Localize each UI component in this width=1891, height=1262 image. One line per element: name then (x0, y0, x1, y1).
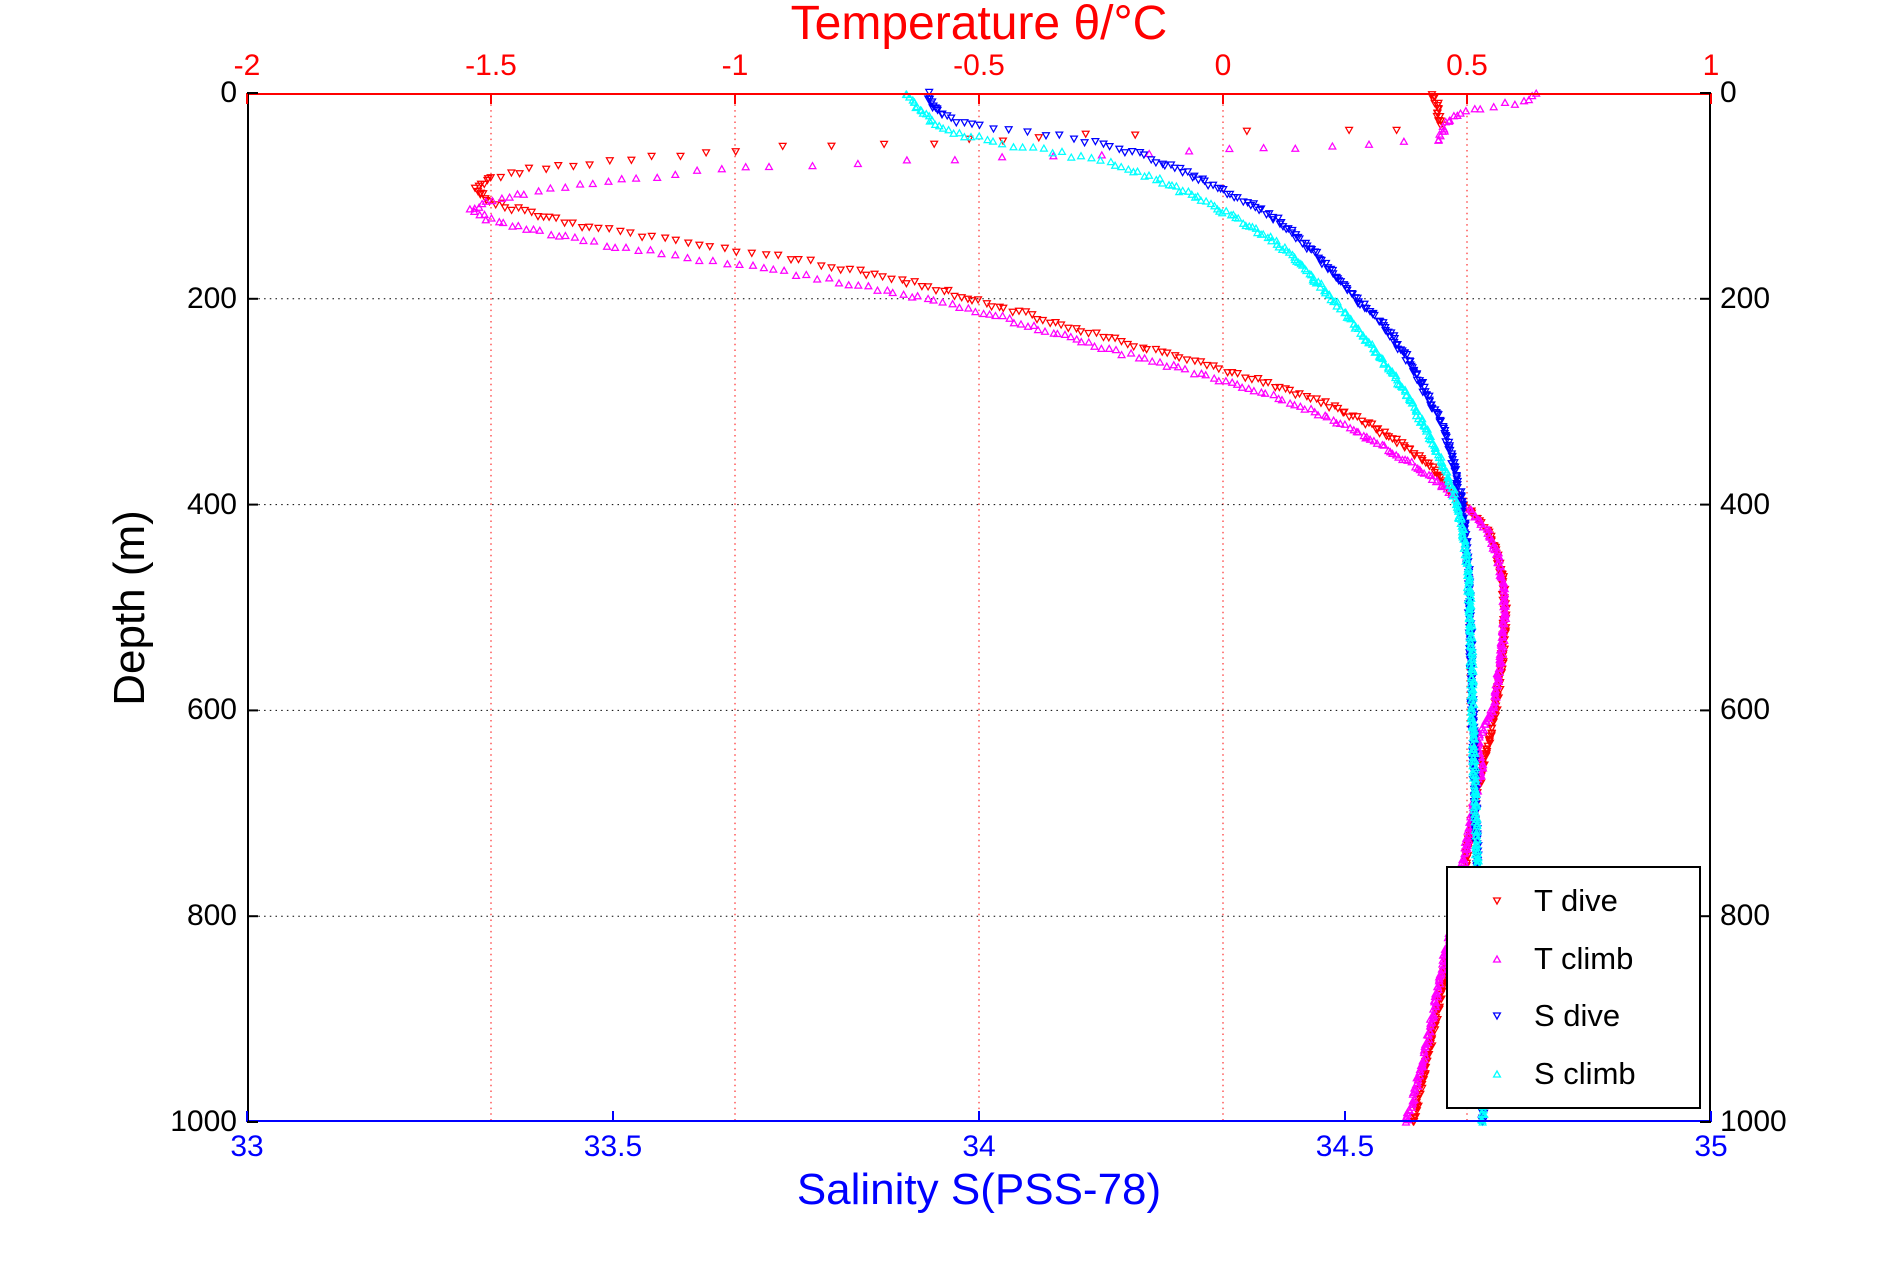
bottom-tick-label: 33 (230, 1130, 264, 1163)
legend-entry-s-climb: S climb (1448, 1056, 1699, 1092)
right-tick-label: 400 (1720, 487, 1771, 521)
left-tick-label: 200 (186, 281, 237, 315)
left-tick-label: 1000 (170, 1105, 237, 1138)
top-tick-label: -1 (721, 49, 749, 82)
legend-entry-t-dive: T dive (1448, 883, 1699, 919)
left-tick-label: 600 (186, 693, 237, 727)
series-s-climb (901, 90, 1489, 1126)
legend-label: S climb (1534, 1056, 1636, 1092)
bottom-tick-label: 34.5 (1315, 1130, 1375, 1163)
triangle-down-icon (1492, 1012, 1502, 1021)
legend-label: T climb (1534, 940, 1634, 976)
right-tick-label: 1000 (1720, 1105, 1787, 1138)
top-tick-label: 0 (1214, 49, 1232, 82)
left-tick-label: 400 (186, 487, 237, 521)
x-axis-label-bottom: Salinity S(PSS-78) (796, 1165, 1162, 1214)
legend-label: S dive (1534, 998, 1621, 1034)
series-t-climb (465, 88, 1541, 1126)
legend: T dive T climb S dive S climb (1446, 866, 1701, 1109)
right-tick-label: 800 (1720, 899, 1771, 933)
top-tick-label: -0.5 (953, 49, 1005, 82)
bottom-tick-label: 35 (1694, 1130, 1728, 1163)
bottom-tick-label: 34 (962, 1130, 996, 1163)
legend-entry-s-dive: S dive (1448, 998, 1699, 1034)
right-tick-label: 200 (1720, 281, 1771, 315)
bottom-tick-label: 33.5 (583, 1130, 643, 1163)
top-tick-label: 1 (1702, 49, 1720, 82)
right-tick-label: 0 (1720, 76, 1737, 109)
top-tick-label: -1.5 (465, 49, 517, 82)
triangle-up-icon (1492, 954, 1502, 963)
triangle-down-icon (1492, 897, 1502, 906)
y-axis-label: Depth (m) (105, 510, 154, 706)
top-tick-label: 0.5 (1446, 49, 1488, 82)
triangle-up-icon (1492, 1069, 1502, 1078)
left-tick-label: 0 (220, 76, 237, 109)
right-tick-label: 600 (1720, 693, 1771, 727)
chart-title: Temperature θ/°C (790, 0, 1168, 50)
series-s-dive (923, 88, 1489, 1127)
top-tick-label: -2 (233, 49, 261, 82)
legend-entry-t-climb: T climb (1448, 941, 1699, 977)
legend-label: T dive (1534, 882, 1618, 918)
left-tick-label: 800 (186, 899, 237, 933)
